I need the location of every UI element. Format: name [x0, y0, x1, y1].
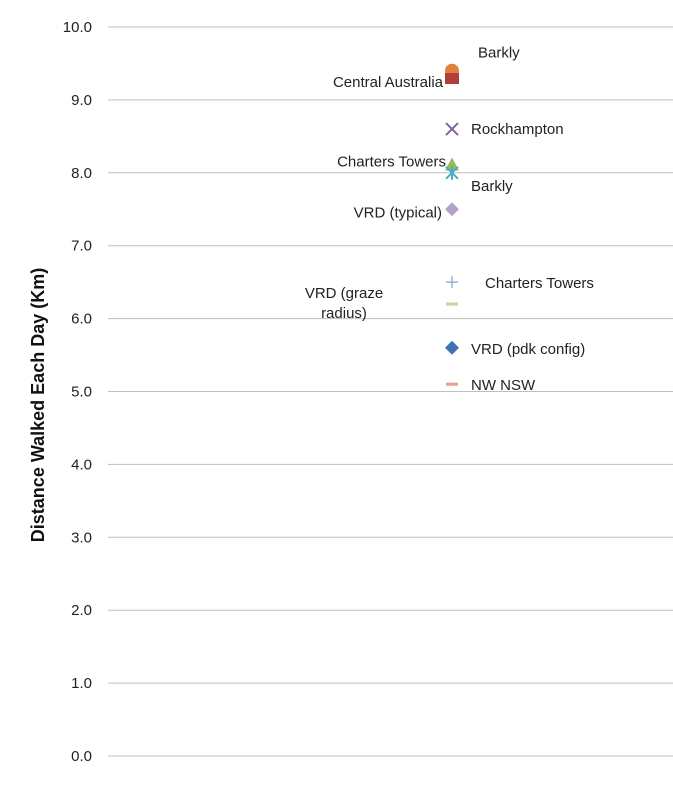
point-label: Rockhampton	[471, 121, 564, 138]
point-label: VRD (pdk config)	[471, 341, 585, 358]
data-point	[445, 122, 459, 136]
y-tick-label: 6.0	[71, 311, 92, 328]
data-point	[446, 302, 458, 306]
y-tick-label: 5.0	[71, 384, 92, 401]
point-label: Charters Towers	[485, 275, 594, 292]
point-label: Barkly	[478, 45, 520, 62]
point-label: Central Australia	[333, 74, 444, 91]
y-tick-label: 2.0	[71, 602, 92, 619]
data-point	[445, 165, 459, 180]
y-tick-label: 3.0	[71, 529, 92, 546]
y-tick-label: 10.0	[63, 19, 92, 36]
point-label: NW NSW	[471, 377, 536, 394]
y-tick-label: 4.0	[71, 456, 92, 473]
y-tick-label: 1.0	[71, 675, 92, 692]
data-point	[446, 382, 458, 386]
y-tick-label: 8.0	[71, 165, 92, 182]
data-points	[445, 63, 459, 386]
y-tick-label: 7.0	[71, 238, 92, 255]
data-point	[445, 202, 459, 217]
point-label: Barkly	[471, 178, 513, 195]
data-point	[446, 276, 458, 289]
gridlines	[108, 26, 673, 757]
y-axis-label: Distance Walked Each Day (Km)	[28, 268, 48, 542]
y-tick-label: 9.0	[71, 92, 92, 109]
data-point	[445, 157, 459, 171]
point-label: VRD (graze radius)	[305, 285, 383, 322]
data-point	[445, 73, 459, 85]
y-tick-labels: 0.0 1.0 2.0 3.0 4.0 5.0 6.0 7.0 8.0 9.0 10.0	[63, 19, 92, 765]
data-point	[445, 340, 459, 355]
y-tick-label: 0.0	[71, 748, 92, 765]
point-label: Charters Towers	[337, 154, 446, 171]
point-labels: Barkly Central Australia Rockhampton Charte…	[305, 45, 594, 394]
point-label: VRD (typical)	[354, 204, 442, 221]
